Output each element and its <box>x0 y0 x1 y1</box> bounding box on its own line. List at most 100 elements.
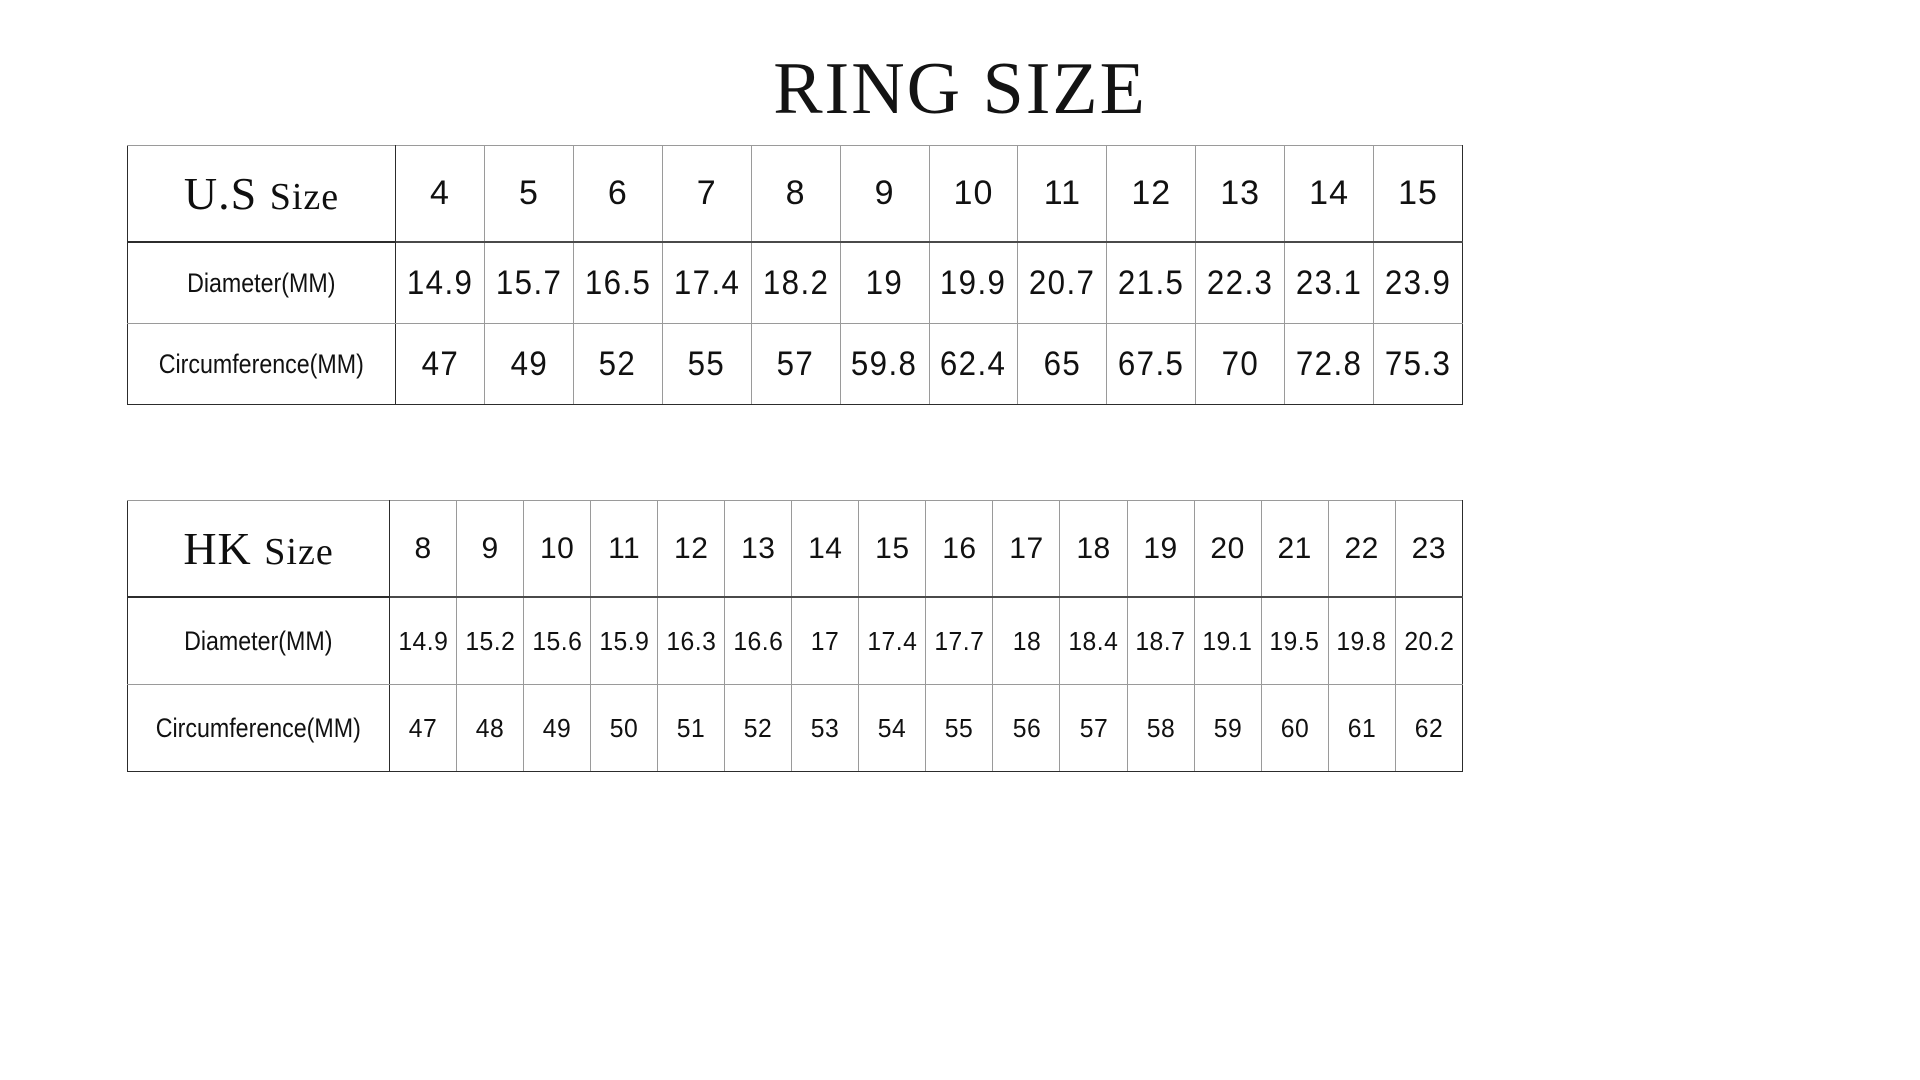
hk-circumference-cell: 61 <box>1327 684 1396 772</box>
hk-size-cell: 10 <box>523 500 592 598</box>
hk-size-table-body: HK Size 8 9 10 11 12 13 14 15 16 17 18 19 20 21 22 23 Dia… <box>126 500 1464 772</box>
us-diameter-value: 15.7 <box>495 263 563 302</box>
us-circumference-value: 70 <box>1221 344 1259 383</box>
hk-size-cell: 12 <box>657 500 726 598</box>
hk-brand-label: HK Size <box>183 523 333 574</box>
hk-circumference-value: 48 <box>475 712 505 743</box>
us-size-header-label: U.S Size <box>126 145 397 243</box>
us-size-value: 8 <box>785 174 806 212</box>
us-header-row: U.S Size 4 5 6 7 8 9 10 11 12 13 14 15 <box>126 145 1463 243</box>
hk-circumference-row: Circumference(MM) 47 48 49 50 51 52 53 54 55 56 57 5… <box>126 684 1464 772</box>
hk-circumference-cell: 56 <box>992 684 1061 772</box>
us-diameter-value: 20.7 <box>1029 263 1096 302</box>
hk-diameter-cell: 15.9 <box>590 596 659 685</box>
us-size-value: 6 <box>607 174 628 212</box>
hk-diameter-cell: 15.6 <box>523 596 592 685</box>
hk-circumference-value: 54 <box>878 712 907 743</box>
hk-size-table: HK Size 8 9 10 11 12 13 14 15 16 17 18 19 20 21 22 23 Dia… <box>126 500 1464 772</box>
hk-circumference-cell: 51 <box>657 684 726 772</box>
hk-circumference-cell: 50 <box>590 684 659 772</box>
us-diameter-value: 17.4 <box>673 263 740 302</box>
hk-diameter-row: Diameter(MM) 14.9 15.2 15.6 15.9 16.3 16.6 17 17… <box>126 596 1464 685</box>
us-size-value: 9 <box>874 174 895 212</box>
hk-diameter-value: 15.9 <box>599 625 650 656</box>
hk-diameter-value: 19.1 <box>1202 625 1253 656</box>
us-circumference-value: 72.8 <box>1295 344 1363 383</box>
us-brand-primary: U.S <box>183 168 270 219</box>
hk-diameter-cell: 18.7 <box>1126 596 1195 685</box>
us-size-value: 15 <box>1398 174 1438 212</box>
hk-circumference-cell: 52 <box>724 684 793 772</box>
hk-size-cell: 16 <box>925 500 994 598</box>
hk-circumference-cell: 60 <box>1260 684 1329 772</box>
us-size-value: 7 <box>696 174 717 212</box>
hk-size-cell: 11 <box>590 500 659 598</box>
hk-brand-secondary: Size <box>264 531 334 573</box>
hk-circumference-value: 49 <box>542 712 572 743</box>
us-circumference-value: 75.3 <box>1384 344 1452 383</box>
hk-size-value: 13 <box>741 531 776 565</box>
hk-size-cell: 17 <box>992 500 1061 598</box>
us-size-cell: 13 <box>1195 145 1286 243</box>
hk-diameter-cell: 16.6 <box>724 596 793 685</box>
us-diameter-value: 23.9 <box>1384 263 1452 302</box>
us-circumference-value: 62.4 <box>940 344 1007 383</box>
us-diameter-cell: 16.5 <box>572 241 663 324</box>
hk-diameter-value: 17.4 <box>867 625 918 656</box>
us-diameter-cell: 20.7 <box>1017 241 1108 324</box>
us-diameter-cell: 23.1 <box>1284 241 1375 324</box>
hk-circumference-value: 62 <box>1414 712 1444 743</box>
hk-circumference-cell: 47 <box>389 684 458 772</box>
hk-circumference-cell: 55 <box>925 684 994 772</box>
us-diameter-value: 23.1 <box>1295 263 1363 302</box>
hk-size-cell: 9 <box>456 500 525 598</box>
hk-diameter-cell: 16.3 <box>657 596 726 685</box>
us-diameter-cell: 21.5 <box>1106 241 1197 324</box>
us-circumference-cell: 72.8 <box>1284 323 1375 405</box>
us-circumference-value: 52 <box>599 344 637 383</box>
us-circumference-label-cell: Circumference(MM) <box>126 323 397 405</box>
hk-size-value: 12 <box>674 531 709 565</box>
hk-circumference-value: 57 <box>1079 712 1108 743</box>
us-size-value: 14 <box>1309 174 1349 212</box>
hk-size-cell: 23 <box>1394 500 1464 598</box>
hk-diameter-value: 18.7 <box>1135 625 1186 656</box>
us-diameter-row: Diameter(MM) 14.9 15.7 16.5 17.4 18.2 19 19.9 20… <box>126 241 1463 324</box>
us-size-cell: 12 <box>1106 145 1197 243</box>
us-circumference-cell: 65 <box>1017 323 1108 405</box>
hk-circumference-value: 51 <box>677 712 706 743</box>
us-circumference-cell: 49 <box>483 323 574 405</box>
hk-size-cell: 20 <box>1193 500 1262 598</box>
us-diameter-value: 18.2 <box>762 263 829 302</box>
hk-circumference-value: 50 <box>609 712 639 743</box>
hk-circumference-value: 60 <box>1280 712 1309 743</box>
us-size-table-body: U.S Size 4 5 6 7 8 9 10 11 12 13 14 15 Diameter(MM) 14… <box>126 145 1463 405</box>
us-diameter-label: Diameter(MM) <box>187 267 336 298</box>
us-brand-secondary: Size <box>269 176 340 218</box>
hk-diameter-value: 19.8 <box>1336 625 1387 656</box>
us-diameter-value: 19.9 <box>940 263 1007 302</box>
hk-diameter-value: 19.5 <box>1269 625 1320 656</box>
hk-diameter-cell: 17.7 <box>925 596 994 685</box>
hk-size-cell: 18 <box>1059 500 1128 598</box>
us-size-cell: 14 <box>1284 145 1375 243</box>
hk-size-cell: 13 <box>724 500 793 598</box>
us-size-cell: 8 <box>750 145 841 243</box>
hk-circumference-value: 61 <box>1347 712 1376 743</box>
hk-circumference-cell: 49 <box>523 684 592 772</box>
hk-circumference-cell: 58 <box>1126 684 1195 772</box>
hk-size-value: 10 <box>539 531 575 565</box>
hk-size-value: 19 <box>1143 531 1178 565</box>
us-size-cell: 5 <box>483 145 574 243</box>
us-diameter-cell: 23.9 <box>1373 241 1463 324</box>
us-diameter-value: 21.5 <box>1118 263 1185 302</box>
hk-size-value: 17 <box>1009 531 1044 565</box>
us-circumference-row: Circumference(MM) 47 49 52 55 57 59.8 62.4 65 67.… <box>126 323 1463 405</box>
us-circumference-value: 67.5 <box>1118 344 1185 383</box>
hk-diameter-cell: 20.2 <box>1394 596 1464 685</box>
hk-diameter-label-cell: Diameter(MM) <box>126 596 391 685</box>
us-size-cell: 10 <box>928 145 1019 243</box>
hk-diameter-cell: 15.2 <box>456 596 525 685</box>
us-circumference-value: 49 <box>510 344 548 383</box>
hk-size-value: 9 <box>481 531 499 565</box>
